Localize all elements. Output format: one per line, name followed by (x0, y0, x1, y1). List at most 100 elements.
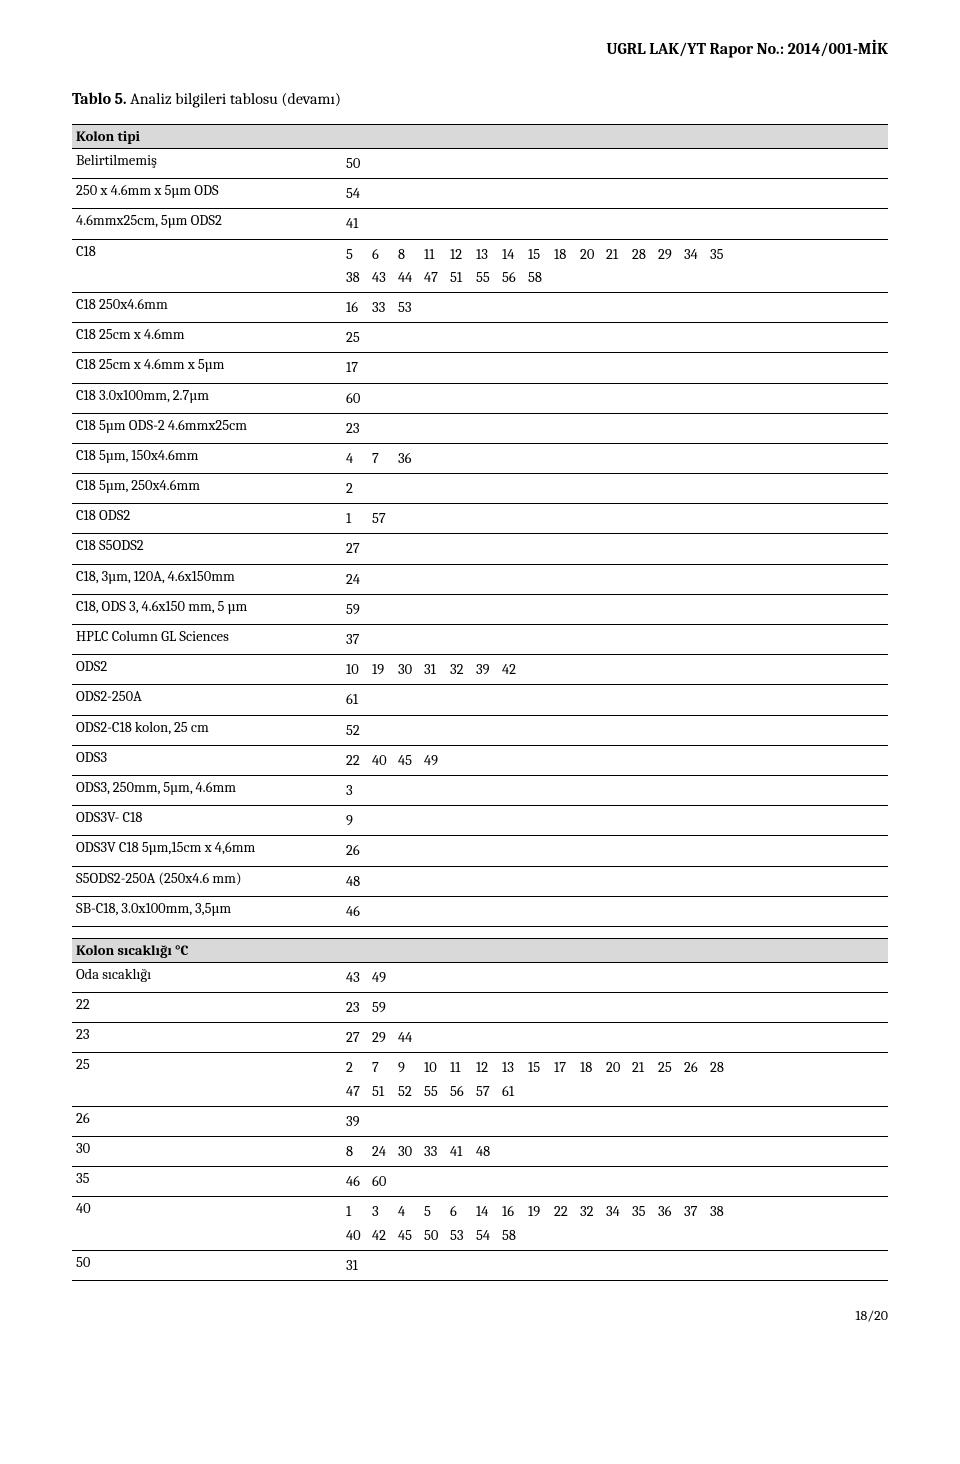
table-row: 5031 (72, 1250, 888, 1280)
value-cell: 39 (476, 658, 502, 681)
caption-text: Analiz bilgileri tablosu (devamı) (127, 90, 341, 108)
value-cell: 58 (502, 1224, 528, 1247)
table-row: 2639 (72, 1106, 888, 1136)
table-row: C18, ODS 3, 4.6x150 mm, 5 µm59 (72, 594, 888, 624)
row-values: 10193031323942 (342, 655, 888, 685)
value-cell: 31 (346, 1254, 372, 1277)
row-label: HPLC Column GL Sciences (72, 625, 342, 655)
row-label: 4.6mmx25cm, 5µm ODS2 (72, 209, 342, 239)
value-cell: 12 (476, 1056, 502, 1079)
value-cell: 43 (346, 966, 372, 989)
row-values: 134561416192232343536373840424550535458 (342, 1197, 888, 1250)
value-cell: 21 (606, 243, 632, 266)
report-number: UGRL LAK/YT Rapor No.: 2014/001-MİK (72, 40, 888, 58)
value-cell: 25 (658, 1056, 684, 1079)
table-row: C18 25cm x 4.6mm x 5µm17 (72, 353, 888, 383)
row-values: 163353 (342, 292, 888, 322)
table-row: C18 S5ODS227 (72, 534, 888, 564)
row-values: 46 (342, 896, 888, 926)
value-cell: 19 (372, 658, 398, 681)
value-cell: 24 (372, 1140, 398, 1163)
row-values: 37 (342, 625, 888, 655)
value-cell: 30 (398, 658, 424, 681)
value-cell: 51 (450, 266, 476, 289)
value-cell: 45 (398, 749, 424, 772)
value-cell: 56 (450, 1080, 476, 1103)
value-cell: 33 (424, 1140, 450, 1163)
value-cell: 42 (372, 1224, 398, 1247)
table-row: 4.6mmx25cm, 5µm ODS241 (72, 209, 888, 239)
value-cell: 47 (346, 1080, 372, 1103)
value-cell: 48 (476, 1140, 502, 1163)
value-cell: 37 (346, 628, 372, 651)
row-values: 4660 (342, 1167, 888, 1197)
row-label: C18 25cm x 4.6mm (72, 323, 342, 353)
value-cell: 40 (372, 749, 398, 772)
row-values: 157 (342, 504, 888, 534)
value-cell: 14 (476, 1200, 502, 1223)
row-values: 39 (342, 1106, 888, 1136)
value-cell: 6 (450, 1200, 476, 1223)
row-values: 60 (342, 383, 888, 413)
value-cell: 34 (606, 1200, 632, 1223)
value-cell: 11 (424, 243, 450, 266)
value-cell: 39 (346, 1110, 372, 1133)
table-row: HPLC Column GL Sciences37 (72, 625, 888, 655)
analysis-table: Kolon tipiBelirtilmemiş50250 x 4.6mm x 5… (72, 124, 888, 1281)
value-cell: 26 (346, 839, 372, 862)
value-cell: 10 (424, 1056, 450, 1079)
value-cell: 57 (476, 1080, 502, 1103)
value-cell: 38 (346, 266, 372, 289)
row-label: ODS2 (72, 655, 342, 685)
value-cell: 52 (398, 1080, 424, 1103)
value-cell: 28 (632, 243, 658, 266)
value-cell: 60 (346, 387, 372, 410)
table-row: C18 5µm, 150x4.6mm4736 (72, 443, 888, 473)
value-cell: 44 (398, 266, 424, 289)
row-label: C18 25cm x 4.6mm x 5µm (72, 353, 342, 383)
value-cell: 49 (424, 749, 450, 772)
row-values: 59 (342, 594, 888, 624)
row-label: Belirtilmemiş (72, 149, 342, 179)
value-cell: 34 (684, 243, 710, 266)
value-cell: 23 (346, 417, 372, 440)
row-values: 52 (342, 715, 888, 745)
value-cell: 27 (346, 1026, 372, 1049)
row-label: C18 (72, 239, 342, 292)
value-cell: 29 (372, 1026, 398, 1049)
value-cell: 47 (424, 266, 450, 289)
row-values: 82430334148 (342, 1137, 888, 1167)
value-cell: 6 (372, 243, 398, 266)
value-cell: 41 (450, 1140, 476, 1163)
value-cell: 51 (372, 1080, 398, 1103)
value-cell: 48 (346, 870, 372, 893)
row-label: C18 ODS2 (72, 504, 342, 534)
value-cell: 9 (346, 809, 372, 832)
row-values: 31 (342, 1250, 888, 1280)
row-label: C18, ODS 3, 4.6x150 mm, 5 µm (72, 594, 342, 624)
row-label: ODS3, 250mm, 5µm, 4.6mm (72, 775, 342, 805)
table-row: 354660 (72, 1167, 888, 1197)
row-values: 27 (342, 534, 888, 564)
value-cell: 40 (346, 1224, 372, 1247)
value-cell: 41 (346, 212, 372, 235)
table-row: C18 5µm, 250x4.6mm2 (72, 474, 888, 504)
value-cell: 7 (372, 447, 398, 470)
row-values: 24 (342, 564, 888, 594)
value-cell: 56 (502, 266, 528, 289)
table-row: Oda sıcaklığı4349 (72, 962, 888, 992)
value-cell: 18 (554, 243, 580, 266)
value-cell: 19 (528, 1200, 554, 1223)
table-section: Kolon sıcaklığı °COda sıcaklığı434922235… (72, 938, 888, 1280)
table-row: ODS3V C18 5µm,15cm x 4,6mm26 (72, 836, 888, 866)
row-label: C18 5µm, 150x4.6mm (72, 443, 342, 473)
table-row: ODS2-250A61 (72, 685, 888, 715)
value-cell: 3 (346, 779, 372, 802)
value-cell: 8 (346, 1140, 372, 1163)
value-cell: 54 (346, 182, 372, 205)
value-cell: 25 (346, 326, 372, 349)
value-cell: 29 (658, 243, 684, 266)
table-row: 250 x 4.6mm x 5µm ODS54 (72, 179, 888, 209)
row-values: 272944 (342, 1023, 888, 1053)
value-cell: 59 (346, 598, 372, 621)
